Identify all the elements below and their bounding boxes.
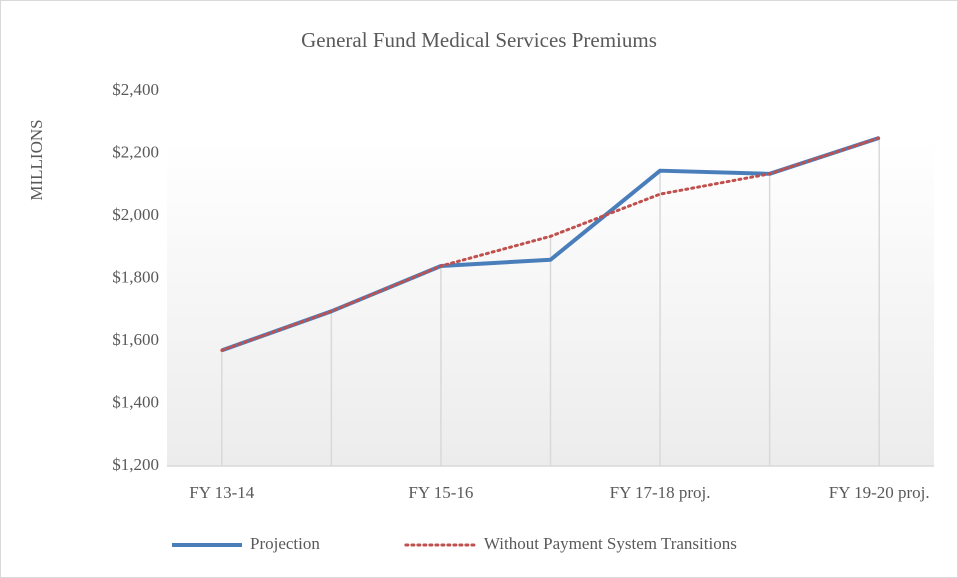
y-tick-label: $1,600 xyxy=(112,330,159,349)
legend-label: Projection xyxy=(250,534,320,553)
x-tick-label: FY 15-16 xyxy=(408,483,473,502)
y-tick-label: $2,000 xyxy=(112,205,159,224)
y-tick-label: $2,200 xyxy=(112,142,159,161)
y-axis-label: MILLIONS xyxy=(27,119,46,200)
x-tick-label: FY 17-18 proj. xyxy=(610,483,711,502)
y-tick-label: $1,400 xyxy=(112,392,159,411)
y-tick-label: $2,400 xyxy=(112,80,159,99)
y-tick-label: $1,200 xyxy=(112,455,159,474)
line-series xyxy=(220,136,881,352)
x-tick-label: FY 19-20 proj. xyxy=(829,483,930,502)
y-tick-label: $1,800 xyxy=(112,267,159,286)
x-tick-label: FY 13-14 xyxy=(189,483,255,502)
legend-label: Without Payment System Transitions xyxy=(484,534,737,553)
chart-title: General Fund Medical Services Premiums xyxy=(301,28,657,52)
